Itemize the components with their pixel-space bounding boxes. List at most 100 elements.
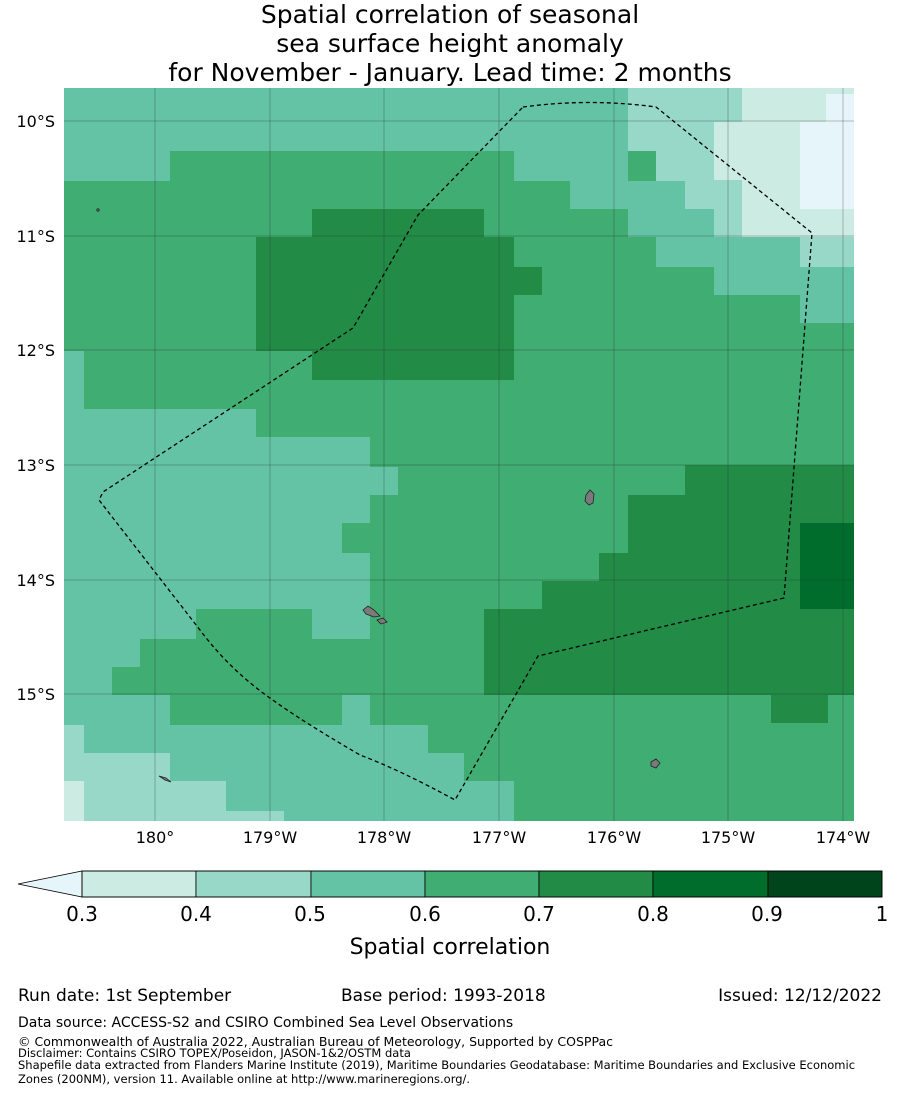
colorbar-tick-label: 0.4 <box>180 902 212 926</box>
field-cell <box>64 639 140 667</box>
field-cell <box>800 295 854 323</box>
field-cell <box>64 581 370 609</box>
field-cell <box>64 811 284 821</box>
colorbar-under-arrow <box>17 870 83 898</box>
correlation-field <box>64 88 854 821</box>
field-cell <box>714 267 854 295</box>
colorbar-cell <box>652 870 769 898</box>
eez-boundary <box>98 101 813 801</box>
lon-label: 176°W <box>587 828 642 847</box>
field-cell <box>800 122 854 209</box>
island-shape <box>96 208 100 212</box>
field-cell <box>64 725 428 753</box>
colorbar-cell <box>81 870 197 898</box>
field-cell <box>64 88 170 181</box>
island-shape <box>376 617 388 625</box>
field-cell <box>64 437 370 467</box>
field-cell <box>771 695 828 723</box>
colorbar-cell <box>424 870 540 898</box>
field-cell <box>256 267 542 295</box>
lat-label: 13°S <box>16 456 55 475</box>
base-period: Base period: 1993-2018 <box>341 986 546 1006</box>
lon-label: 180° <box>136 828 175 847</box>
field-cell <box>64 695 170 725</box>
colorbar-tick-label: 0.9 <box>751 902 783 926</box>
field-cell <box>64 609 196 639</box>
lat-label: 12°S <box>16 341 55 360</box>
colorbar: 0.3 0.4 0.5 0.6 0.7 0.8 0.9 1 Spatial co… <box>17 870 889 960</box>
copyright: © Commonwealth of Australia 2022, Austra… <box>18 1034 613 1049</box>
lat-label: 10°S <box>16 112 55 131</box>
colorbar-cell <box>310 870 426 898</box>
field-cell <box>742 209 854 237</box>
field-cell <box>742 94 826 122</box>
field-cell <box>742 88 854 94</box>
field-cell <box>742 180 800 209</box>
island-shape <box>158 775 172 783</box>
field-cell <box>714 209 742 237</box>
lon-label: 175°W <box>701 828 756 847</box>
field-cell <box>64 753 170 781</box>
lon-label: 179°W <box>243 828 298 847</box>
data-source: Data source: ACCESS-S2 and CSIRO Combine… <box>18 1015 514 1031</box>
colorbar-label: Spatial correlation <box>350 935 551 960</box>
field-cell <box>256 237 514 267</box>
disclaimer: Disclaimer: Contains CSIRO TOPEX/Poseido… <box>18 1046 411 1060</box>
title-line-2: sea surface height anomaly <box>276 29 624 58</box>
field-cell <box>484 609 854 695</box>
gridlines <box>64 88 854 821</box>
run-date: Run date: 1st September <box>18 986 232 1006</box>
field-cell <box>514 151 628 181</box>
colorbar-tick-label: 0.3 <box>66 902 98 926</box>
lon-label: 178°W <box>357 828 412 847</box>
shapefile-credit-line-1: Shapefile data extracted from Flanders M… <box>18 1058 856 1072</box>
colorbar-cell <box>538 870 654 898</box>
field-cell <box>342 695 370 725</box>
field-cell <box>64 523 342 553</box>
field-cell <box>628 209 714 237</box>
colorbar-cell <box>195 870 312 898</box>
field-cell <box>64 725 84 753</box>
field-cell <box>714 122 800 180</box>
field-cell <box>64 811 514 821</box>
colorbar-tick-label: 0.6 <box>409 902 441 926</box>
field-cell <box>64 781 84 821</box>
field-cell <box>64 467 398 495</box>
field-cell <box>64 553 370 581</box>
shapefile-credit-line-2: Zones (200NM), version 11. Available onl… <box>18 1072 471 1086</box>
field-cell <box>656 237 800 267</box>
field-cell <box>64 667 112 695</box>
field-cell <box>64 781 226 811</box>
field-cell <box>826 94 854 122</box>
colorbar-frame <box>81 870 883 898</box>
island-shape <box>362 605 381 618</box>
lat-label: 14°S <box>16 571 55 590</box>
map-figure: 10°S 11°S 12°S 13°S 14°S 15°S 180° 179°W… <box>16 88 889 960</box>
colorbar-tick-label: 0.8 <box>637 902 669 926</box>
island-shape <box>650 758 661 769</box>
field-cell <box>570 181 685 209</box>
issued-date: Issued: 12/12/2022 <box>718 986 882 1006</box>
colorbar-cell <box>767 870 883 898</box>
lat-label: 15°S <box>16 685 55 704</box>
field-cell <box>312 351 514 380</box>
island-shape <box>584 489 595 506</box>
colorbar-tick-label: 0.5 <box>294 902 326 926</box>
field-cell <box>685 181 742 209</box>
lat-label: 11°S <box>16 227 55 246</box>
colorbar-tick-label: 1 <box>876 902 889 926</box>
field-cell <box>64 351 84 409</box>
field-cell <box>312 609 370 639</box>
field-cell <box>64 495 370 523</box>
lon-label: 177°W <box>472 828 527 847</box>
title-line-1: Spatial correlation of seasonal <box>260 0 640 29</box>
field-cell <box>256 295 514 351</box>
field-cell <box>800 523 854 609</box>
title-line-3: for November - January. Lead time: 2 mon… <box>168 58 732 87</box>
field-cell <box>800 237 854 267</box>
colorbar-tick-label: 0.7 <box>523 902 555 926</box>
field-cell <box>64 409 256 437</box>
islands <box>96 208 661 783</box>
field-cell <box>685 465 854 495</box>
field-cell <box>170 88 628 151</box>
